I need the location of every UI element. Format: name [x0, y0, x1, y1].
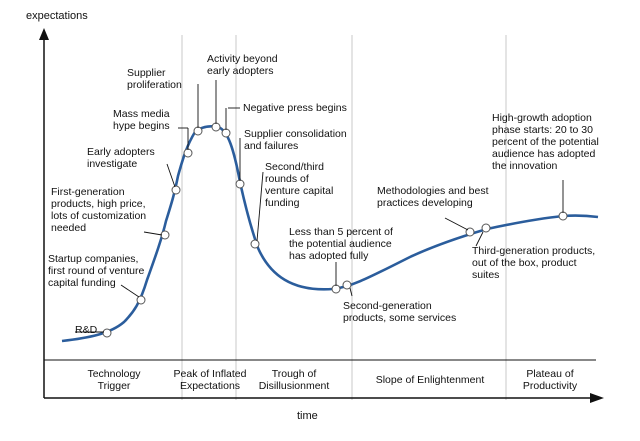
phase-peak-of-inflated-expectations: Peak of Inflated Expectations [173, 368, 247, 392]
milestone-supplier-proliferation: Supplier proliferation [127, 67, 182, 91]
milestone-high-growth: High-growth adoption phase starts: 20 to… [492, 112, 599, 172]
milestone-startup: Startup companies, first round of ventur… [48, 253, 145, 289]
milestone-marker [183, 148, 193, 158]
milestone-less-than-5-percent: Less than 5 percent of the potential aud… [289, 226, 393, 262]
milestone-marker [102, 328, 112, 338]
milestone-marker [171, 185, 181, 195]
milestone-marker [193, 126, 203, 136]
milestone-methodologies: Methodologies and best practices develop… [377, 185, 489, 209]
milestone-marker [342, 280, 352, 290]
leader-line [475, 231, 484, 247]
milestone-negative-press: Negative press begins [243, 102, 347, 114]
milestone-second-generation: Second-generation products, some service… [343, 300, 457, 324]
milestone-third-generation: Third-generation products, out of the bo… [472, 245, 596, 281]
leader-line [120, 284, 140, 298]
leader-line [166, 163, 176, 188]
y-axis-arrow [39, 28, 49, 40]
milestone-marker [331, 284, 341, 294]
milestone-activity-beyond: Activity beyond early adopters [207, 53, 278, 77]
milestone-early-adopters: Early adopters investigate [87, 146, 155, 170]
x-axis-arrow [590, 393, 604, 403]
x-axis-label: time [297, 410, 318, 422]
milestone-first-generation: First-generation products, high price, l… [51, 186, 147, 234]
milestone-marker [481, 223, 491, 233]
milestone-marker [221, 128, 231, 138]
milestone-supplier-consolidation: Supplier consolidation and failures [244, 128, 347, 152]
y-axis-label: expectations [26, 10, 88, 22]
milestone-marker [211, 122, 221, 132]
milestone-marker [558, 211, 568, 221]
milestone-marker [235, 179, 245, 189]
phase-technology-trigger: Technology Trigger [87, 368, 141, 392]
milestone-second-third-rounds: Second/third rounds of venture capital f… [265, 161, 334, 209]
phase-trough-of-disillusionment: Trough of Disillusionment [258, 368, 330, 392]
leader-line [349, 287, 353, 297]
leader-line [444, 217, 469, 231]
milestone-marker [160, 230, 170, 240]
phase-slope-of-enlightenment: Slope of Enlightenment [375, 374, 485, 386]
milestone-marker [250, 239, 260, 249]
milestone-marker [136, 295, 146, 305]
leader-line [143, 231, 163, 236]
phase-plateau-of-productivity: Plateau of Productivity [522, 368, 578, 392]
hype-curve [61, 124, 599, 343]
leader-line [256, 171, 264, 242]
milestone-mass-media: Mass media hype begins [113, 108, 170, 132]
milestone-rd: R&D [75, 324, 98, 336]
